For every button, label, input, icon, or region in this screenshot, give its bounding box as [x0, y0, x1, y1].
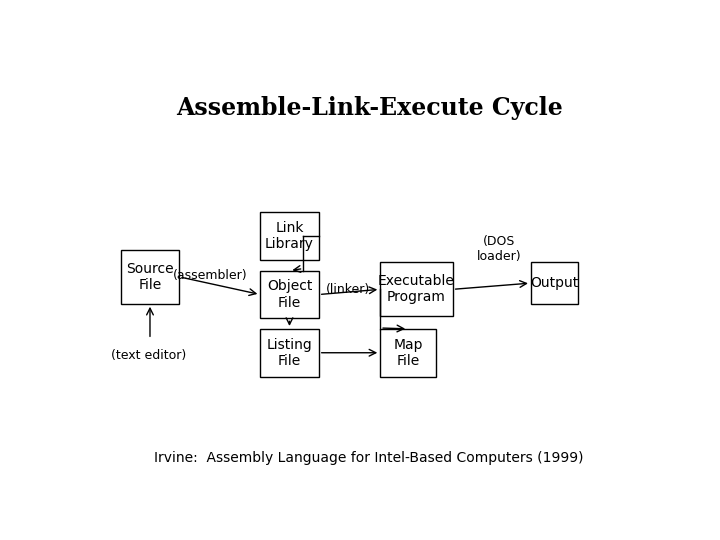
Text: Listing
File: Listing File	[266, 338, 312, 368]
Bar	[260, 271, 319, 319]
Text: Source
File: Source File	[126, 262, 174, 292]
Text: (assembler): (assembler)	[173, 269, 247, 282]
Text: Object
File: Object File	[267, 279, 312, 309]
Text: (DOS
loader): (DOS loader)	[477, 234, 521, 262]
Text: (text editor): (text editor)	[111, 349, 186, 362]
Bar	[260, 329, 319, 377]
Bar	[531, 262, 578, 304]
Text: (linker): (linker)	[326, 283, 371, 296]
Text: Link
Library: Link Library	[265, 221, 314, 252]
Bar	[380, 262, 453, 316]
Text: Assemble-Link-Execute Cycle: Assemble-Link-Execute Cycle	[176, 97, 562, 120]
Text: Executable
Program: Executable Program	[378, 274, 455, 305]
Bar	[380, 329, 436, 377]
Text: Map
File: Map File	[393, 338, 423, 368]
Text: Irvine:  Assembly Language for Intel-Based Computers (1999): Irvine: Assembly Language for Intel-Base…	[154, 451, 584, 465]
Text: Output: Output	[531, 276, 579, 290]
Bar	[260, 212, 319, 260]
Bar	[121, 250, 179, 304]
